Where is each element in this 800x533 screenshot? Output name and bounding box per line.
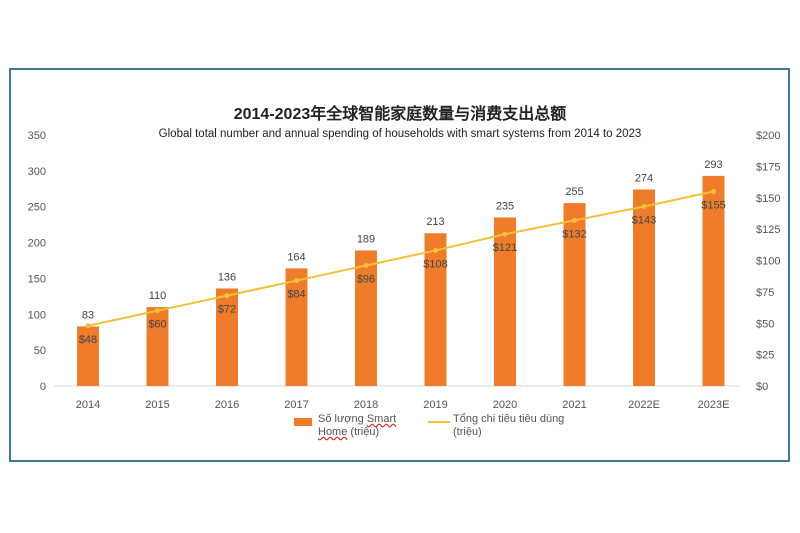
chart-title: 2014-2023年全球智能家庭数量与消费支出总额 bbox=[233, 106, 567, 123]
bar-data-label: 255 bbox=[565, 186, 583, 198]
line-data-label: $48 bbox=[79, 334, 97, 346]
y-right-tick-label: $0 bbox=[756, 381, 768, 393]
x-tick-label: 2015 bbox=[145, 399, 169, 411]
line-point bbox=[363, 263, 369, 269]
legend-text: Home bbox=[318, 426, 348, 438]
line-data-label: $84 bbox=[287, 289, 305, 301]
bar bbox=[285, 268, 308, 386]
y-left-tick-label: 350 bbox=[28, 130, 46, 142]
bar-data-label: 213 bbox=[426, 216, 444, 228]
line-data-label: $60 bbox=[148, 319, 166, 331]
bar-data-label: 110 bbox=[149, 290, 167, 302]
x-tick-label: 2016 bbox=[215, 399, 239, 411]
line-point bbox=[572, 217, 577, 223]
chart-frame bbox=[9, 68, 790, 462]
x-tick-label: 2020 bbox=[493, 399, 517, 411]
legend-item-line: Tổng chi tiêu tiêu dùng (triệu) bbox=[428, 413, 598, 439]
y-left-tick-label: 300 bbox=[28, 166, 46, 178]
bar-data-label: 293 bbox=[704, 159, 722, 171]
y-left-tick-label: 250 bbox=[28, 202, 46, 214]
legend-text: (triệu) bbox=[453, 426, 482, 438]
bar bbox=[77, 326, 99, 386]
legend-text: Tổng chi tiêu tiêu dùng bbox=[453, 413, 565, 425]
bar bbox=[216, 288, 238, 386]
bar bbox=[424, 233, 447, 386]
bar bbox=[494, 217, 516, 386]
y-right-tick-label: $150 bbox=[756, 193, 780, 205]
line-data-label: $108 bbox=[423, 258, 447, 270]
bar-data-label: 189 bbox=[357, 233, 375, 245]
bar-data-label: 274 bbox=[635, 173, 653, 185]
y-right-tick-label: $125 bbox=[756, 224, 780, 236]
line-point bbox=[641, 204, 647, 210]
bar-data-label: 235 bbox=[496, 200, 514, 212]
bar bbox=[633, 189, 655, 386]
x-tick-label: 2023E bbox=[698, 399, 730, 411]
x-tick-label: 2017 bbox=[284, 399, 308, 411]
line-data-label: $72 bbox=[218, 304, 236, 316]
x-tick-label: 2021 bbox=[562, 399, 586, 411]
line-data-label: $143 bbox=[632, 215, 656, 227]
y-left-tick-label: 150 bbox=[28, 273, 46, 285]
y-left-tick-label: 0 bbox=[40, 381, 46, 393]
bar bbox=[702, 175, 725, 386]
bar-data-label: 136 bbox=[218, 271, 236, 283]
x-tick-label: 2019 bbox=[423, 399, 447, 411]
line-data-label: $132 bbox=[562, 228, 586, 240]
line-data-label: $121 bbox=[493, 242, 517, 254]
line-point bbox=[224, 293, 230, 299]
spending-line bbox=[87, 190, 714, 327]
bar-data-label: 164 bbox=[287, 251, 305, 263]
y-right-tick-label: $25 bbox=[756, 350, 774, 362]
y-right-tick-label: $100 bbox=[756, 256, 780, 268]
x-tick-label: 2018 bbox=[354, 399, 378, 411]
legend-item-bars: Số lượng Smart Home (triệu) bbox=[294, 413, 424, 439]
y-right-tick-label: $50 bbox=[756, 318, 774, 330]
bar bbox=[563, 203, 586, 386]
x-tick-label: 2014 bbox=[76, 399, 100, 411]
line-point bbox=[294, 278, 299, 284]
legend-swatch-bar bbox=[294, 418, 312, 426]
y-right-tick-label: $75 bbox=[756, 287, 774, 299]
line-data-label: $96 bbox=[357, 274, 375, 286]
bar bbox=[146, 307, 169, 386]
y-right-tick-label: $175 bbox=[756, 161, 780, 173]
legend-text: Smart bbox=[366, 413, 397, 425]
y-left-tick-label: 50 bbox=[34, 345, 46, 357]
bar bbox=[355, 250, 377, 386]
y-right-tick-label: $200 bbox=[756, 130, 780, 142]
line-point bbox=[433, 247, 438, 253]
legend-text: Số lượng bbox=[318, 413, 367, 425]
y-left-tick-label: 100 bbox=[28, 309, 46, 321]
line-point bbox=[711, 188, 716, 194]
legend-swatch-line bbox=[428, 421, 450, 423]
line-point bbox=[155, 308, 160, 314]
bar-data-label: 83 bbox=[82, 309, 94, 321]
line-point bbox=[85, 323, 91, 329]
line-point bbox=[502, 231, 508, 237]
line-data-label: $155 bbox=[701, 199, 725, 211]
x-tick-label: 2022E bbox=[628, 399, 660, 411]
chart-subtitle: Global total number and annual spending … bbox=[158, 128, 642, 140]
y-left-tick-label: 200 bbox=[28, 238, 46, 250]
legend-text: (triệu) bbox=[347, 426, 380, 438]
